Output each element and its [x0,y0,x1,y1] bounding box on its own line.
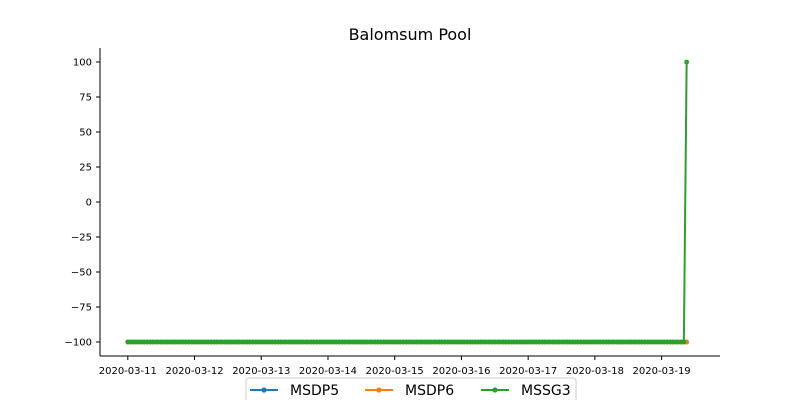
legend-box [245,377,577,400]
series-line [127,61,688,343]
x-tick-label: 2020-03-12 [165,366,223,377]
x-tick-label: 2020-03-19 [633,366,691,377]
legend: MSDP5 MSDP6 MSSG3 [245,377,577,400]
y-tick-label: 0 [86,198,92,209]
legend-marker [492,387,498,393]
legend-label: MSDP5 [290,383,339,399]
legend-marker [376,387,382,393]
x-tick-label: 2020-03-18 [566,366,624,377]
data-point [684,59,690,65]
y-tick-label: −75 [71,303,92,314]
y-tick-label: −100 [65,338,92,349]
chart-title: Balomsum Pool [349,25,472,44]
y-tick-label: 100 [73,58,92,69]
legend-item-msdp5: MSDP5 [250,383,339,399]
x-tick-label: 2020-03-16 [432,366,490,377]
legend-item-msdp6: MSDP6 [365,383,454,399]
legend-label: MSSG3 [521,383,571,399]
legend-item-mssg3: MSSG3 [481,383,571,399]
y-tick-label: 25 [79,163,92,174]
x-tick-label: 2020-03-13 [232,366,290,377]
x-tick-label: 2020-03-17 [499,366,557,377]
x-tick-label: 2020-03-14 [299,366,357,377]
axes: −100 −75 −50 −25 0 25 50 75 100 2020-03-11 2020-03… [65,48,720,377]
legend-marker [261,387,267,393]
y-tick-label: 50 [79,128,92,139]
y-tick-label: −25 [71,233,92,244]
series-layer [125,59,690,345]
y-tick-label: −50 [71,268,92,279]
data-point [681,339,687,345]
x-tick-label: 2020-03-15 [366,366,424,377]
series-mssg3 [125,59,690,345]
legend-label: MSDP6 [405,383,454,399]
x-tick-label: 2020-03-11 [99,366,157,377]
y-tick-label: 75 [79,93,92,104]
